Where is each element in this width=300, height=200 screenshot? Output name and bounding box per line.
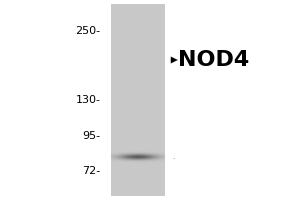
Text: 250-: 250- xyxy=(75,26,100,36)
Text: .: . xyxy=(172,154,175,160)
Text: 130-: 130- xyxy=(76,95,100,105)
Text: 95-: 95- xyxy=(82,131,100,141)
Text: 72-: 72- xyxy=(82,166,100,176)
Bar xyxy=(111,4,165,196)
Text: NOD4: NOD4 xyxy=(178,50,250,70)
